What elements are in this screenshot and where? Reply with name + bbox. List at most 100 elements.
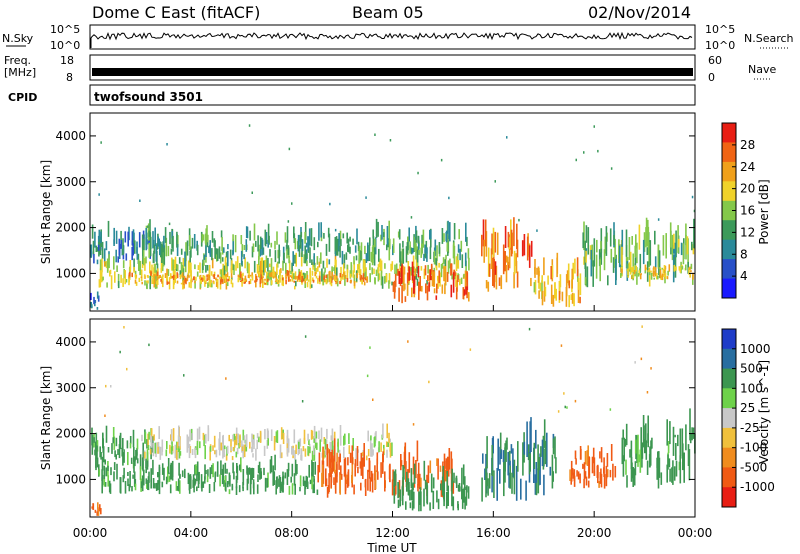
heatmap-cell [683, 452, 685, 483]
heatmap-cell [332, 463, 334, 470]
heatmap-cell [196, 244, 199, 256]
heatmap-point [287, 220, 290, 223]
heatmap-cell [343, 254, 346, 269]
heatmap-cell [270, 272, 273, 277]
heatmap-cell [436, 490, 438, 503]
heatmap-cell [183, 275, 186, 282]
heatmap-cell [543, 474, 545, 496]
heatmap-cell [292, 273, 295, 280]
heatmap-cell [166, 441, 168, 450]
heatmap-cell [625, 229, 628, 257]
heatmap-cell [283, 252, 285, 264]
heatmap-cell [100, 508, 102, 515]
heatmap-cell [369, 477, 371, 492]
heatmap-cell [304, 222, 307, 241]
heatmap-cell [605, 470, 608, 479]
heatmap-cell [584, 240, 586, 269]
heatmap-cell [639, 273, 642, 280]
heatmap-cell [647, 415, 649, 448]
heatmap-cell [125, 279, 128, 283]
heatmap-cell [90, 302, 92, 308]
heatmap-cell [123, 467, 125, 479]
heatmap-cell [570, 294, 573, 300]
heatmap-point [428, 380, 430, 384]
heatmap-cell [373, 437, 376, 448]
heatmap-point [166, 143, 168, 146]
heatmap-cell [97, 244, 100, 251]
heatmap-cell [558, 290, 561, 300]
heatmap-cell [370, 470, 373, 482]
heatmap-cell [380, 462, 382, 478]
heatmap-cell [397, 231, 400, 238]
heatmap-cell [330, 435, 333, 441]
heatmap-cell [122, 278, 124, 287]
heatmap-cell [143, 469, 145, 486]
heatmap-cell [634, 439, 637, 454]
colorbar-segment [722, 142, 736, 163]
heatmap-point [528, 327, 531, 331]
heatmap-cell [128, 272, 131, 277]
heatmap-cell [426, 482, 428, 503]
heatmap-cell [201, 233, 204, 243]
heatmap-cell [216, 461, 219, 477]
heatmap-cell [411, 500, 414, 511]
heatmap-cell [291, 483, 294, 495]
heatmap-cell [302, 446, 305, 452]
heatmap-cell [326, 444, 329, 467]
heatmap-cell [215, 278, 218, 287]
y-tick-label: 2000 [55, 221, 86, 235]
heatmap-cell [129, 442, 132, 449]
heatmap-cell [366, 276, 369, 283]
heatmap-cell [145, 237, 147, 251]
heatmap-cell [334, 259, 337, 267]
heatmap-cell [376, 458, 378, 473]
heatmap-cell [311, 270, 314, 276]
heatmap-cell [165, 476, 168, 485]
heatmap-cell [668, 264, 671, 272]
heatmap-cell [176, 264, 179, 272]
heatmap-cell [656, 273, 658, 280]
heatmap-cell [214, 472, 216, 483]
heatmap-cell [291, 275, 293, 279]
heatmap-cell [445, 230, 448, 243]
heatmap-cell [450, 451, 453, 474]
heatmap-cell [188, 488, 191, 494]
heatmap-cell [342, 263, 345, 274]
heatmap-cell [334, 265, 336, 274]
heatmap-cell [609, 469, 612, 478]
heatmap-cell [155, 482, 158, 491]
heatmap-cell [323, 233, 325, 239]
heatmap-cell [267, 239, 269, 248]
heatmap-cell [127, 472, 129, 476]
heatmap-cell [223, 247, 225, 253]
heatmap-cell [334, 238, 337, 247]
heatmap-cell [128, 484, 131, 492]
heatmap-cell [353, 256, 355, 265]
heatmap-cell [107, 220, 110, 237]
heatmap-cell [145, 228, 147, 245]
heatmap-cell [335, 275, 338, 280]
heatmap-cell [238, 485, 241, 493]
heatmap-cell [169, 231, 171, 245]
heatmap-cell [673, 233, 675, 249]
heatmap-cell [358, 245, 361, 262]
heatmap-cell [175, 481, 178, 491]
heatmap-cell [443, 453, 446, 463]
heatmap-cell [171, 460, 174, 477]
heatmap-cell [410, 266, 412, 276]
heatmap-cell [233, 471, 235, 480]
heatmap-cell [451, 273, 453, 280]
heatmap-cell [568, 295, 570, 308]
heatmap-cell [286, 270, 289, 276]
heatmap-cell [187, 472, 190, 484]
heatmap-cell [330, 277, 333, 283]
colorbar-tick-label: 16 [740, 204, 755, 218]
heatmap-cell [122, 452, 124, 466]
heatmap-cell [389, 238, 391, 250]
y-tick-label: 2000 [55, 427, 86, 441]
heatmap-cell [138, 232, 141, 248]
heatmap-point [641, 325, 643, 328]
heatmap-cell [621, 246, 623, 277]
heatmap-cell [206, 239, 209, 248]
